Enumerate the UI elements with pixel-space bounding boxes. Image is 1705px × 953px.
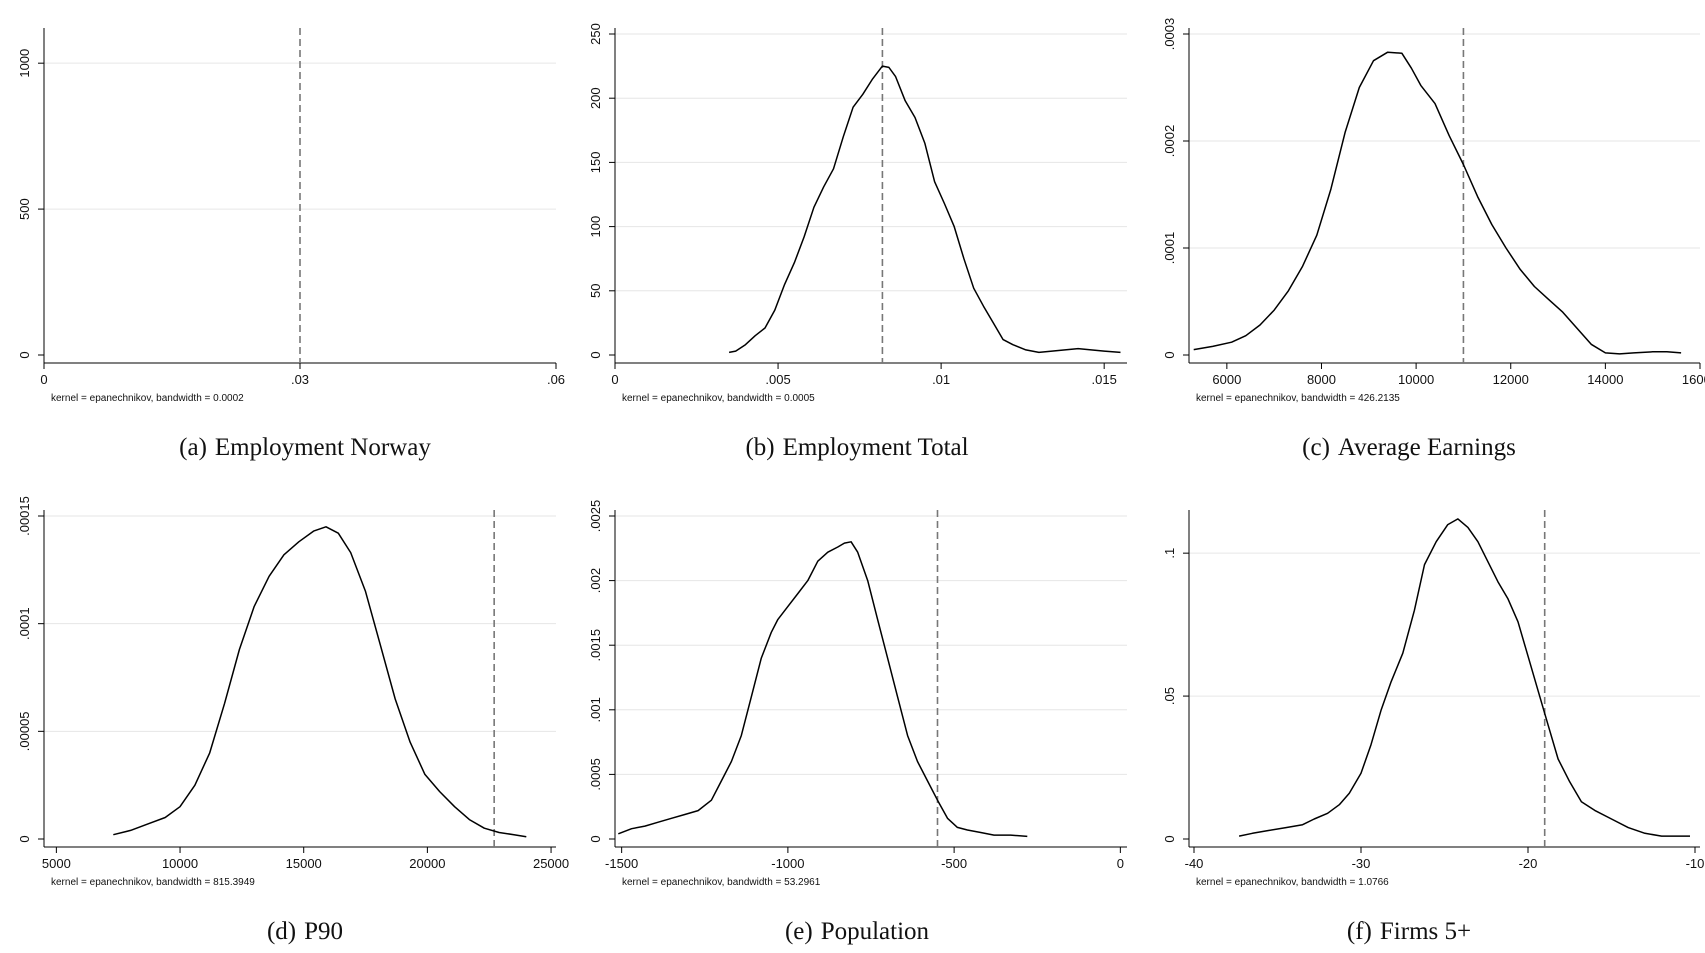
y-tick-label: .0002: [1162, 125, 1177, 158]
x-tick-label: -20: [1519, 856, 1538, 871]
y-tick-label: 0: [17, 835, 32, 842]
density-curve: [1238, 518, 1690, 837]
y-tick-label: .00005: [17, 711, 32, 751]
x-tick-label: -30: [1352, 856, 1371, 871]
panel-f: -40 -30 -20 -10 0 .05 .1 kernel = epanechnikov,…: [1162, 510, 1704, 888]
density-curve: [1193, 51, 1682, 355]
kernel-note: kernel = epanechnikov, bandwidth = 426.2…: [1196, 393, 1400, 404]
y-tick-label: 200: [588, 87, 603, 109]
y-tick-label: 0: [1162, 835, 1177, 842]
x-tick-label: -10: [1686, 856, 1705, 871]
x-tick-label: .03: [291, 372, 309, 387]
x-tick-label: 0: [40, 372, 47, 387]
y-tick-label: .0015: [588, 629, 603, 662]
panel-b: 0 .005 .01 .015 0 50 100 150 200 250 kernel = epan…: [588, 23, 1127, 404]
x-tick-label: 0: [611, 372, 618, 387]
y-tick-label: 50: [588, 284, 603, 298]
caption-text: Population: [820, 918, 930, 945]
caption-text: Average Earnings: [1337, 434, 1516, 461]
x-tick-label: 5000: [42, 856, 71, 871]
x-tick-label: 0: [1117, 856, 1124, 871]
x-tick-label: -1500: [605, 856, 638, 871]
kernel-note: kernel = epanechnikov, bandwidth = 0.000…: [622, 393, 815, 404]
x-tick-label: -500: [941, 856, 967, 871]
density-curve: [113, 526, 527, 838]
caption-c: (c) Average Earnings: [1125, 434, 1693, 462]
kernel-note: kernel = epanechnikov, bandwidth = 0.000…: [51, 393, 244, 404]
caption-f: (f) Firms 5+: [1125, 918, 1693, 946]
x-tick-label: 10000: [1398, 372, 1434, 387]
density-curve: [728, 65, 1121, 354]
y-tick-label: .0001: [1162, 232, 1177, 265]
y-tick-label: .05: [1162, 687, 1177, 705]
x-tick-label: .06: [547, 372, 565, 387]
y-tick-label: .0025: [588, 500, 603, 533]
y-tick-label: 150: [588, 152, 603, 174]
caption-text: Employment Total: [782, 434, 969, 461]
x-tick-label: 16000: [1682, 372, 1705, 387]
kernel-note: kernel = epanechnikov, bandwidth = 53.29…: [622, 877, 821, 888]
caption-tag: (a): [179, 434, 207, 461]
y-tick-label: 1000: [17, 49, 32, 78]
caption-tag: (b): [745, 434, 775, 461]
y-tick-label: .002: [588, 568, 603, 593]
y-tick-label: .0005: [588, 758, 603, 791]
x-tick-label: 8000: [1307, 372, 1336, 387]
caption-e: (e) Population: [573, 918, 1141, 946]
x-tick-label: .015: [1092, 372, 1117, 387]
caption-tag: (f): [1346, 918, 1372, 945]
panel-e: -1500 -1000 -500 0 0 .0005 .001 .0015 .002 .0025 k…: [588, 500, 1127, 888]
y-tick-label: .0003: [1162, 18, 1177, 51]
y-tick-label: .1: [1162, 548, 1177, 559]
caption-text: Firms 5+: [1379, 918, 1472, 945]
x-tick-label: 25000: [533, 856, 569, 871]
y-tick-label: 0: [588, 351, 603, 358]
caption-a: (a) Employment Norway: [21, 434, 589, 462]
y-tick-label: 100: [588, 216, 603, 238]
y-tick-label: .0001: [17, 607, 32, 640]
y-tick-label: 0: [588, 835, 603, 842]
x-tick-label: -40: [1185, 856, 1204, 871]
panel-d: 5000 10000 15000 20000 25000 0 .00005 .0001 .000…: [17, 496, 569, 888]
kernel-note: kernel = epanechnikov, bandwidth = 1.076…: [1196, 877, 1389, 888]
y-tick-label: 250: [588, 23, 603, 45]
caption-tag: (c): [1302, 434, 1330, 461]
x-tick-label: .01: [932, 372, 950, 387]
caption-tag: (e): [784, 918, 813, 945]
caption-tag: (d): [266, 918, 297, 945]
kernel-note: kernel = epanechnikov, bandwidth = 815.3…: [51, 877, 255, 888]
caption-b: (b) Employment Total: [573, 434, 1141, 462]
x-tick-label: 6000: [1212, 372, 1241, 387]
y-tick-label: 0: [1162, 351, 1177, 358]
x-tick-label: -1000: [771, 856, 804, 871]
y-tick-label: .001: [588, 697, 603, 722]
y-tick-label: 500: [17, 198, 32, 220]
x-tick-label: 12000: [1493, 372, 1529, 387]
y-tick-label: 0: [17, 351, 32, 358]
caption-text: Employment Norway: [214, 434, 431, 461]
x-tick-label: 15000: [286, 856, 322, 871]
x-tick-label: 14000: [1587, 372, 1623, 387]
caption-d: (d) P90: [21, 918, 589, 946]
panel-a: 0 .03 .06 0 500 1000 kernel = epanechnikov, ba…: [17, 28, 565, 404]
x-tick-label: 20000: [409, 856, 445, 871]
x-tick-label: 10000: [162, 856, 198, 871]
density-curve: [618, 541, 1028, 838]
panel-c: 6000 8000 10000 12000 14000 16000 0 .0001 .0002.…: [1162, 18, 1705, 404]
caption-text: P90: [304, 918, 344, 945]
y-tick-label: .00015: [17, 496, 32, 536]
x-tick-label: .005: [765, 372, 790, 387]
